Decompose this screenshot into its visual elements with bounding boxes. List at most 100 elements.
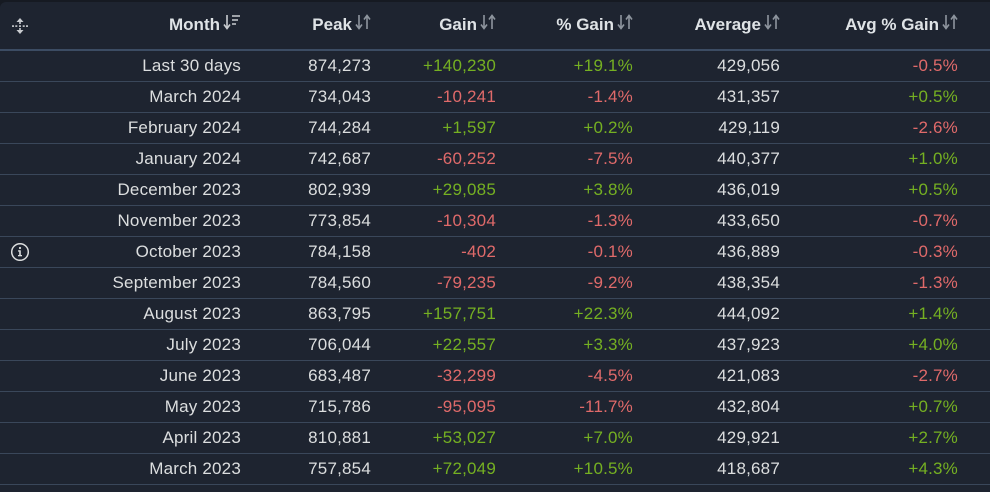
cell-peak: 742,687 <box>308 148 371 168</box>
column-header-gain[interactable]: Gain <box>371 2 496 50</box>
column-header-label: Average <box>694 14 761 34</box>
cell-avg-pct-gain: +4.3% <box>908 458 958 478</box>
cell-pct-gain: +10.5% <box>573 458 633 478</box>
cell-gain: +22,557 <box>432 334 496 354</box>
table-row: May 2023 715,786 -95,095 -11.7% 432,804 … <box>0 391 990 422</box>
cell-peak: 757,854 <box>308 458 371 478</box>
cell-month: September 2023 <box>112 272 241 292</box>
cell-gain: +72,049 <box>432 458 496 478</box>
cell-avg-pct-gain: +0.5% <box>908 179 958 199</box>
cell-peak: 863,795 <box>308 303 371 323</box>
cell-pct-gain: -0.1% <box>587 241 633 261</box>
row-icon-cell <box>0 174 40 205</box>
cell-gain: -10,241 <box>436 86 496 106</box>
cell-gain: +53,027 <box>432 427 496 447</box>
cell-month: June 2023 <box>159 365 241 385</box>
cell-peak: 773,854 <box>308 210 371 230</box>
row-icon-cell <box>0 453 40 484</box>
row-icon-cell <box>0 391 40 422</box>
column-header-avg-pct-gain[interactable]: Avg % Gain <box>780 2 958 50</box>
row-spacer <box>958 112 990 143</box>
row-spacer <box>958 267 990 298</box>
cell-avg-pct-gain: -1.3% <box>912 272 958 292</box>
sort-icon <box>617 14 633 35</box>
cell-peak: 715,786 <box>308 396 371 416</box>
cell-gain: -79,235 <box>436 272 496 292</box>
cell-avg-pct-gain: -2.7% <box>912 365 958 385</box>
cell-peak: 784,560 <box>308 272 371 292</box>
table-row: November 2023 773,854 -10,304 -1.3% 433,… <box>0 205 990 236</box>
row-icon-cell <box>0 112 40 143</box>
row-icon-cell <box>0 205 40 236</box>
cell-pct-gain: +3.3% <box>583 334 633 354</box>
cell-avg-pct-gain: +4.0% <box>908 334 958 354</box>
row-icon-cell <box>0 298 40 329</box>
table-row: June 2023 683,487 -32,299 -4.5% 421,083 … <box>0 360 990 391</box>
cell-avg-pct-gain: -0.3% <box>912 241 958 261</box>
cell-month: August 2023 <box>143 303 241 323</box>
cell-average: 438,354 <box>717 272 780 292</box>
cell-peak: 683,487 <box>308 365 371 385</box>
cell-month: April 2023 <box>162 427 241 447</box>
cell-month: March 2023 <box>149 458 241 478</box>
cell-gain: +29,085 <box>432 179 496 199</box>
cell-gain: +140,230 <box>423 55 496 75</box>
cell-average: 421,083 <box>717 365 780 385</box>
sort-icon <box>942 14 958 35</box>
column-header-month[interactable]: Month <box>40 2 241 50</box>
row-spacer <box>958 329 990 360</box>
cell-month: July 2023 <box>166 334 241 354</box>
row-icon-cell <box>0 50 40 81</box>
cell-month: October 2023 <box>135 241 241 261</box>
cell-month: November 2023 <box>117 210 241 230</box>
header-row: Month Peak Gain % Gain Average Avg % Gai… <box>0 2 990 50</box>
row-spacer <box>958 391 990 422</box>
row-icon-cell <box>0 422 40 453</box>
cell-gain: -60,252 <box>436 148 496 168</box>
row-icon-cell <box>0 267 40 298</box>
info-icon[interactable] <box>10 242 30 262</box>
cell-pct-gain: +7.0% <box>583 427 633 447</box>
cell-peak: 706,044 <box>308 334 371 354</box>
cell-peak: 810,881 <box>308 427 371 447</box>
expand-rows-button[interactable] <box>0 2 40 50</box>
cell-average: 429,921 <box>717 427 780 447</box>
cell-average: 429,056 <box>717 55 780 75</box>
table-row: July 2023 706,044 +22,557 +3.3% 437,923 … <box>0 329 990 360</box>
cell-pct-gain: -4.5% <box>587 365 633 385</box>
table-header: Month Peak Gain % Gain Average Avg % Gai… <box>0 2 990 50</box>
cell-avg-pct-gain: +1.0% <box>908 148 958 168</box>
cell-month: May 2023 <box>164 396 241 416</box>
row-spacer <box>958 422 990 453</box>
column-header-label: Avg % Gain <box>845 14 939 34</box>
cell-peak: 734,043 <box>308 86 371 106</box>
column-header-pct-gain[interactable]: % Gain <box>496 2 633 50</box>
column-header-label: % Gain <box>556 14 614 34</box>
cell-pct-gain: +3.8% <box>583 179 633 199</box>
table-row: September 2023 784,560 -79,235 -9.2% 438… <box>0 267 990 298</box>
column-header-label: Month <box>169 14 220 34</box>
cell-average: 437,923 <box>717 334 780 354</box>
sort-icon <box>480 14 496 35</box>
row-spacer <box>958 81 990 112</box>
cell-gain: +157,751 <box>423 303 496 323</box>
row-spacer <box>958 50 990 81</box>
row-icon-cell[interactable] <box>0 236 40 267</box>
cell-average: 431,357 <box>717 86 780 106</box>
cell-avg-pct-gain: -2.6% <box>912 117 958 137</box>
cell-gain: -402 <box>461 241 496 261</box>
row-spacer <box>958 174 990 205</box>
sort-icon <box>355 14 371 35</box>
table-row: March 2024 734,043 -10,241 -1.4% 431,357… <box>0 81 990 112</box>
row-icon-cell <box>0 329 40 360</box>
row-spacer <box>958 236 990 267</box>
cell-average: 418,687 <box>717 458 780 478</box>
column-header-average[interactable]: Average <box>633 2 780 50</box>
cell-pct-gain: -1.3% <box>587 210 633 230</box>
table-row: Last 30 days 874,273 +140,230 +19.1% 429… <box>0 50 990 81</box>
column-header-peak[interactable]: Peak <box>241 2 371 50</box>
cell-peak: 802,939 <box>308 179 371 199</box>
row-icon-cell <box>0 360 40 391</box>
cell-peak: 744,284 <box>308 117 371 137</box>
